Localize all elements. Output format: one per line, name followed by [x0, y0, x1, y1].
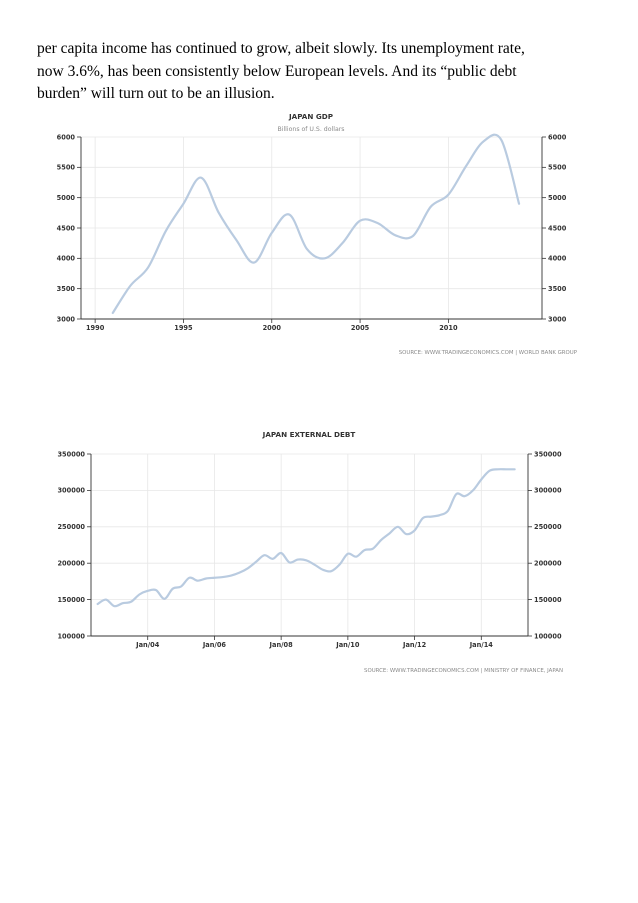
chart-subtitle: Billions of U.S. dollars	[277, 126, 344, 133]
x-tick-label: Jan/06	[202, 641, 227, 649]
chart-source: SOURCE: WWW.TRADINGECONOMICS.COM | WORLD…	[399, 350, 578, 356]
series-line	[111, 133, 521, 315]
x-tick-label: Jan/14	[469, 641, 494, 649]
y-tick-label-left: 6000	[57, 133, 76, 141]
y-tick-label-right: 5000	[548, 194, 567, 202]
x-tick-label: 1990	[86, 324, 105, 332]
y-tick-label-left: 100000	[57, 632, 85, 640]
body-paragraph: per capita income has continued to grow,…	[37, 38, 597, 106]
y-tick-label-right: 3500	[548, 285, 567, 293]
chart-source: SOURCE: WWW.TRADINGECONOMICS.COM | MINIS…	[364, 668, 563, 674]
y-tick-label-left: 250000	[57, 523, 85, 531]
y-tick-label-left: 4000	[57, 255, 76, 263]
y-tick-label-right: 100000	[534, 632, 562, 640]
y-tick-label-left: 3000	[57, 315, 76, 323]
y-tick-label-right: 4000	[548, 255, 567, 263]
x-tick-label: 2010	[439, 324, 458, 332]
y-tick-label-left: 3500	[57, 285, 76, 293]
x-tick-label: 1995	[174, 324, 193, 332]
x-tick-label: Jan/10	[335, 641, 360, 649]
y-tick-label-right: 4500	[548, 224, 567, 232]
paragraph-line: per capita income has continued to grow,…	[37, 40, 525, 57]
y-tick-label-right: 200000	[534, 560, 562, 568]
y-tick-label-left: 150000	[57, 596, 85, 604]
y-tick-label-right: 150000	[534, 596, 562, 604]
y-tick-label-left: 350000	[57, 450, 85, 458]
x-tick-label: 2000	[263, 324, 282, 332]
x-tick-label: 2005	[351, 324, 370, 332]
y-tick-label-right: 3000	[548, 315, 567, 323]
chart-title: JAPAN EXTERNAL DEBT	[262, 430, 356, 439]
y-tick-label-left: 4500	[57, 224, 76, 232]
series-line	[96, 468, 516, 608]
y-tick-label-left: 5500	[57, 164, 76, 172]
y-tick-label-right: 350000	[534, 450, 562, 458]
y-tick-label-left: 5000	[57, 194, 76, 202]
x-tick-label: Jan/04	[135, 641, 160, 649]
y-tick-label-right: 6000	[548, 133, 567, 141]
paragraph-line: now 3.6%, has been consistently below Eu…	[37, 62, 517, 80]
chart-title: JAPAN GDP	[288, 112, 333, 121]
y-tick-label-left: 300000	[57, 487, 85, 495]
paragraph-line: burden” will turn out to be an illusion.	[37, 85, 275, 103]
y-tick-label-right: 5500	[548, 164, 567, 172]
y-tick-label-right: 250000	[534, 523, 562, 531]
y-tick-label-left: 200000	[57, 560, 85, 568]
x-tick-label: Jan/12	[402, 641, 427, 649]
y-tick-label-right: 300000	[534, 487, 562, 495]
x-tick-label: Jan/08	[269, 641, 294, 649]
